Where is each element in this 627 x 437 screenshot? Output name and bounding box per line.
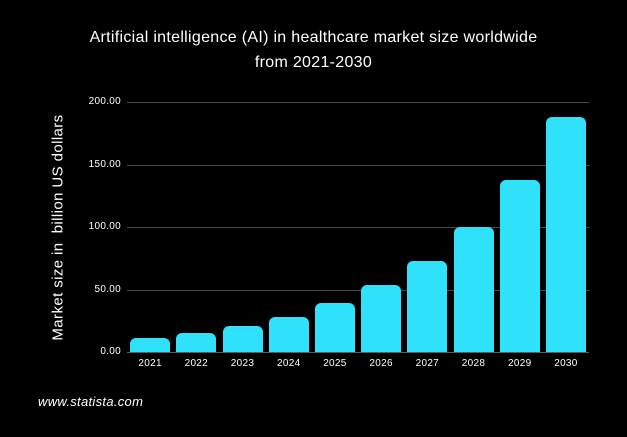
bar-slot-2024 <box>266 102 312 352</box>
x-tick-label-2026: 2026 <box>369 358 393 369</box>
y-tick-label-200: 200.00 <box>88 96 121 107</box>
bar-2022 <box>176 333 217 352</box>
y-axis-ticks: 0.00 50.00 100.00 150.00 200.00 <box>55 96 121 357</box>
x-tick-label-2022: 2022 <box>184 358 209 369</box>
bar-slot-2023 <box>219 102 265 352</box>
chart-title-line2: from 2021-2030 <box>254 54 373 71</box>
bar-2028 <box>453 226 494 352</box>
x-tick-label-2023: 2023 <box>230 358 255 369</box>
bar-slot-2029 <box>497 102 543 352</box>
gridline-50 <box>127 289 589 291</box>
x-tick-label-2030: 2030 <box>554 358 578 369</box>
y-tick-label-50: 50.00 <box>94 283 121 295</box>
bar-slot-2030 <box>543 102 589 352</box>
x-tick-label-2024: 2024 <box>276 358 301 369</box>
bar-2026 <box>361 285 402 352</box>
bar-2025 <box>314 303 355 352</box>
bar-2029 <box>499 180 540 352</box>
source-credit: www.statista.com <box>38 394 144 409</box>
bar-slot-2028 <box>450 102 496 352</box>
bar-slot-2027 <box>404 102 450 352</box>
bar-slot-2022 <box>173 102 219 352</box>
gridline-200 <box>127 102 589 103</box>
gridline-100 <box>127 227 589 228</box>
bar-2021 <box>130 338 171 352</box>
x-tick-label-2029: 2029 <box>508 358 532 369</box>
gridline-150 <box>127 164 589 166</box>
x-tick-label-2025: 2025 <box>323 358 347 369</box>
chart-title: Artificial intelligence (AI) in healthca… <box>0 25 627 75</box>
plot-area <box>127 102 589 353</box>
x-tick-label-2021: 2021 <box>138 358 162 369</box>
bar-2030 <box>545 117 586 352</box>
chart-title-line1: Artificial intelligence (AI) in healthca… <box>89 29 538 46</box>
y-tick-label-100: 100.00 <box>88 221 121 232</box>
bars-row <box>127 102 589 352</box>
bar-slot-2025 <box>312 102 358 352</box>
x-axis-labels: 2021 2022 2023 2024 2025 2026 2027 2028 2029 2030 <box>127 358 589 369</box>
bar-2027 <box>407 260 448 352</box>
y-tick-label-150: 150.00 <box>88 158 121 170</box>
bar-slot-2026 <box>358 102 404 352</box>
y-tick-label-0: 0.00 <box>100 346 121 357</box>
bar-2023 <box>222 326 263 352</box>
x-tick-label-2027: 2027 <box>415 358 440 369</box>
bar-2024 <box>268 316 309 352</box>
x-tick-label-2028: 2028 <box>461 358 486 369</box>
bar-slot-2021 <box>127 102 173 352</box>
